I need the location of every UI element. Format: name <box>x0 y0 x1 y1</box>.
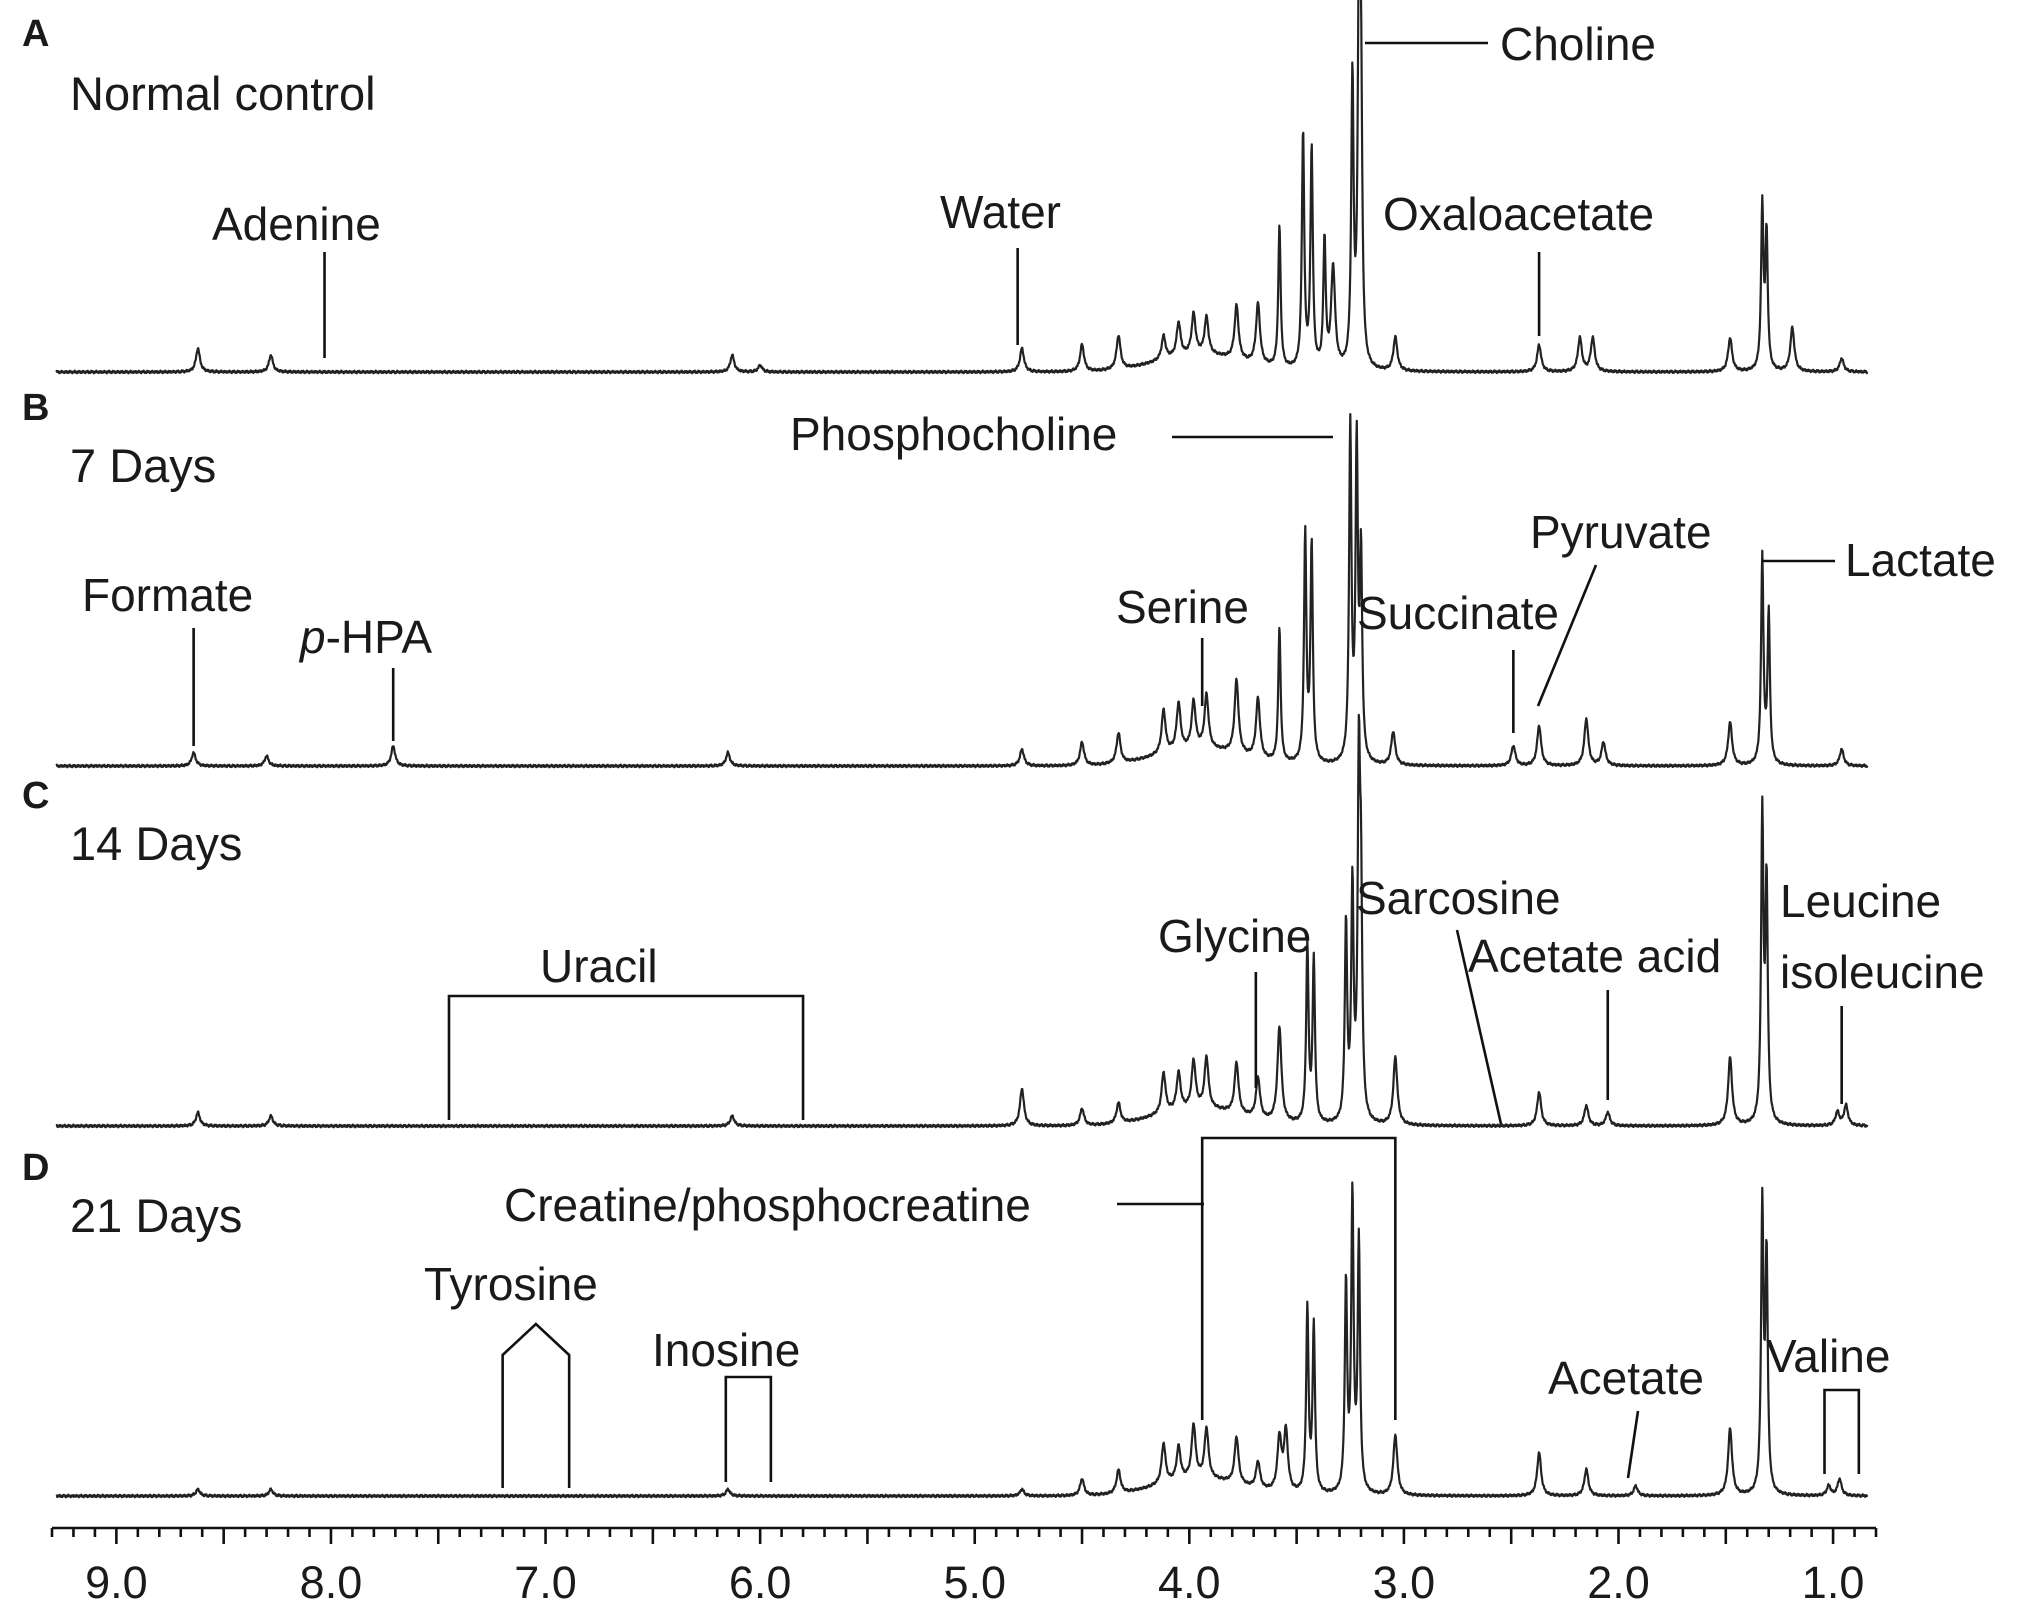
x-tick-label: 5.0 <box>943 1557 1006 1608</box>
panel-a: A Normal control Choline Adenine Water Oxaloa… <box>22 0 1869 375</box>
spectrum-trace <box>55 713 1869 1129</box>
x-tick-label: 6.0 <box>729 1557 792 1608</box>
metabolite-label: Water <box>940 186 1061 238</box>
panel-letter: C <box>22 775 49 817</box>
metabolite-label: Uracil <box>540 940 658 992</box>
x-tick-label: 8.0 <box>300 1557 363 1608</box>
metabolite-label: Succinate <box>1357 587 1559 639</box>
spectra-panels: A Normal control Choline Adenine Water Oxaloa… <box>22 0 1996 1499</box>
panel-letter: A <box>22 13 49 55</box>
annotation-pyruvate: Pyruvate <box>1530 506 1712 707</box>
panel-d: D 21 Days Creatine/phosphocreatine Tyrosine… <box>22 1136 1890 1499</box>
x-tick-label: 4.0 <box>1158 1557 1221 1608</box>
annotation-bracket <box>724 1375 773 1482</box>
metabolite-label: Pyruvate <box>1530 506 1712 558</box>
x-axis: 9.0 8.0 7.0 6.0 5.0 4.0 3.0 2.0 1.0 <box>50 1526 1878 1608</box>
metabolite-label: Serine <box>1116 581 1249 633</box>
annotation-oxaloacetate: Oxaloacetate <box>1383 188 1654 336</box>
annotation-acetate: Acetate <box>1548 1352 1704 1479</box>
x-tick-label: 9.0 <box>85 1557 148 1608</box>
condition-label: 21 Days <box>70 1189 242 1242</box>
panel-letter: B <box>22 387 49 429</box>
metabolite-label: Formate <box>82 569 253 621</box>
metabolite-label: Oxaloacetate <box>1383 188 1654 240</box>
condition-label: 7 Days <box>70 439 216 492</box>
annotation-leader <box>1455 929 1503 1125</box>
x-tick-label: 1.0 <box>1802 1557 1865 1608</box>
annotation-bracket <box>1823 1388 1861 1474</box>
annotation-p-hpa: p-HPA <box>298 611 432 741</box>
metabolite-label: Leucine <box>1780 875 1941 927</box>
annotation-bracket <box>1200 1136 1397 1420</box>
x-tick-label: 2.0 <box>1587 1557 1650 1608</box>
annotation-valine: Valine <box>1766 1330 1890 1474</box>
annotation-choline: Choline <box>1365 18 1656 70</box>
spectrum-trace <box>55 0 1869 375</box>
metabolite-label: Inosine <box>652 1324 800 1376</box>
metabolite-label: Acetate <box>1548 1352 1704 1404</box>
metabolite-label: Creatine/phosphocreatine <box>504 1179 1031 1231</box>
annotation-inosine: Inosine <box>652 1324 800 1482</box>
condition-label: 14 Days <box>70 817 242 870</box>
metabolite-label: Acetate acid <box>1468 930 1721 982</box>
annotation-bracket <box>501 1322 571 1488</box>
annotation-tyrosine: Tyrosine <box>424 1258 598 1488</box>
metabolite-label: Valine <box>1766 1330 1890 1382</box>
metabolite-label: Lactate <box>1845 534 1996 586</box>
metabolite-label: Phosphocholine <box>790 408 1117 460</box>
x-tick-label: 3.0 <box>1373 1557 1436 1608</box>
annotation-leucine: Leucine <box>1780 875 1941 927</box>
annotation-lactate: Lactate <box>1762 534 1996 586</box>
spectrum-trace <box>55 1181 1869 1499</box>
metabolite-label: isoleucine <box>1780 946 1985 998</box>
annotation-formate: Formate <box>82 569 253 746</box>
condition-label: Normal control <box>70 67 376 120</box>
annotation-uracil: Uracil <box>447 940 805 1120</box>
panel-c: C 14 Days Uracil Glycine Sarcosine Acetate ac… <box>22 713 1985 1129</box>
metabolite-label: p-HPA <box>298 611 432 663</box>
x-tick-label: 7.0 <box>514 1557 577 1608</box>
metabolite-label: Sarcosine <box>1356 872 1561 924</box>
annotation-bracket <box>447 994 805 1120</box>
panel-letter: D <box>22 1147 49 1189</box>
annotation-acetate-acid: Acetate acid <box>1468 930 1721 1100</box>
metabolite-label: Choline <box>1500 18 1656 70</box>
annotation-phosphocholine: Phosphocholine <box>790 408 1333 460</box>
metabolite-label: Glycine <box>1158 910 1311 962</box>
metabolite-label: Tyrosine <box>424 1258 598 1310</box>
annotation-adenine: Adenine <box>212 198 381 358</box>
metabolite-label: Adenine <box>212 198 381 250</box>
annotation-creatine-phosphocreatine: Creatine/phosphocreatine <box>504 1136 1397 1420</box>
annotation-leader <box>1626 1410 1640 1479</box>
spectrum-trace <box>55 413 1869 769</box>
annotation-isoleucine: isoleucine <box>1780 946 1985 1104</box>
annotation-sarcosine: Sarcosine <box>1356 872 1561 1125</box>
panel-b: B 7 Days Phosphocholine Formate p-HPA Serine S… <box>22 387 1996 769</box>
annotation-serine: Serine <box>1116 581 1249 706</box>
annotation-water: Water <box>940 186 1061 345</box>
annotation-glycine: Glycine <box>1158 910 1311 1088</box>
annotation-leader <box>1536 564 1598 707</box>
annotation-succinate: Succinate <box>1357 587 1559 733</box>
